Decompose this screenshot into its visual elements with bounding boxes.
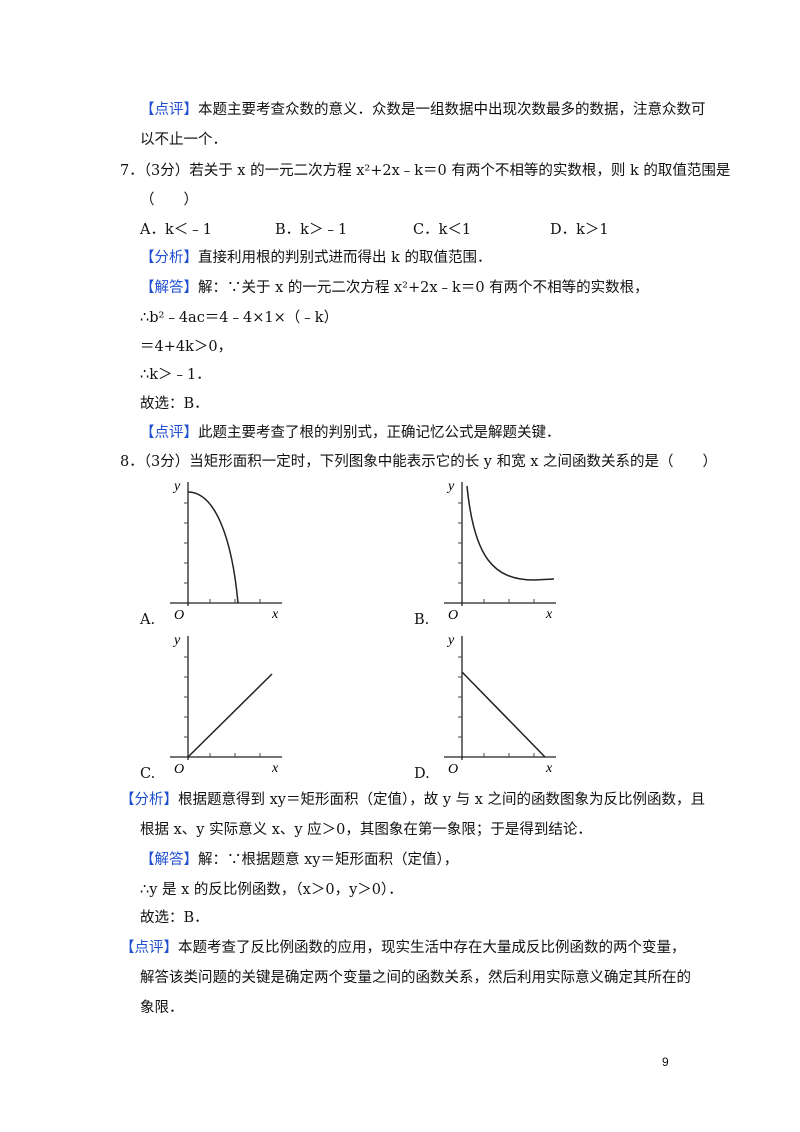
text-line: 8．（3分）当矩形面积一定时，下列图象中能表示它的长 y 和宽 x 之间函数关系… [120,452,717,472]
line-text: 解：∵关于 x 的一元二次方程 x²+2x﹣k＝0 有两个不相等的实数根， [198,280,649,296]
text-line: ＝4+4k＞0， [140,337,232,357]
x-axis-label: x [271,607,279,622]
line-text: 故选：B． [140,396,209,412]
line-text: 解：∵根据题意 xy＝矩形面积（定值）， [198,852,459,868]
line-text: 故选：B． [140,910,209,926]
section-label: 【分析】 [140,250,198,266]
graph-letter: B. [414,612,430,628]
origin-label: O [174,762,184,777]
line-text: 解答该类问题的关键是确定两个变量之间的函数关系，然后利用实际意义确定其所在的 [140,970,691,986]
text-line: 【解答】解：∵关于 x 的一元二次方程 x²+2x﹣k＝0 有两个不相等的实数根… [140,278,649,298]
text-line: 解答该类问题的关键是确定两个变量之间的函数关系，然后利用实际意义确定其所在的 [140,968,691,988]
text-line: ∴y 是 x 的反比例函数，（x＞0，y＞0）． [140,880,403,900]
text-line: 故选：B． [140,394,209,414]
text-line: 【点评】此题主要考查了根的判别式，正确记忆公式是解题关键． [140,423,561,443]
graph-letter: C. [140,766,156,782]
section-label: 【分析】 [120,792,178,808]
section-label: 【点评】 [120,940,178,956]
y-axis-label: y [446,633,455,648]
origin-label: O [174,608,184,623]
page-number: 9 [662,1055,669,1069]
text-line: 【分析】根据题意得到 xy＝矩形面积（定值），故 y 与 x 之间的函数图象为反… [120,790,705,810]
section-label: 【解答】 [140,280,198,296]
section-label: 【点评】 [140,425,198,441]
graph: y x O [170,633,282,777]
text-line: 象限． [140,998,184,1018]
x-axis-label: x [545,607,553,622]
x-axis-label: x [545,761,553,776]
text-line: 故选：B． [140,908,209,928]
line-text: 本题主要考查众数的意义．众数是一组数据中出现次数最多的数据，注意众数可 [198,102,706,118]
y-axis-label: y [172,479,181,494]
text-line: 7．（3分）若关于 x 的一元二次方程 x²+2x﹣k＝0 有两个不相等的实数根… [120,161,730,181]
line-text: 直接利用根的判别式进而得出 k 的取值范围． [198,250,492,266]
text-line: 以不止一个． [140,130,227,150]
option: C．k＜1 [413,222,472,238]
graph: y x O [444,479,556,623]
text-line: 【点评】本题考查了反比例函数的应用，现实生活中存在大量成反比例函数的两个变量， [120,938,686,958]
line-text: 根据题意得到 xy＝矩形面积（定值），故 y 与 x 之间的函数图象为反比例函数… [178,792,706,808]
line-text: 根据 x、y 实际意义 x、y 应＞0，其图象在第一象限；于是得到结论． [140,822,592,838]
x-axis-label: x [271,761,279,776]
line-text: （ ） [140,192,198,208]
line-text: ∴y 是 x 的反比例函数，（x＞0，y＞0）． [140,882,403,898]
origin-label: O [448,608,458,623]
text-line: ∴b²﹣4ac＝4﹣4×1×（﹣k） [140,308,338,328]
y-axis-label: y [172,633,181,648]
text-line: 【点评】本题主要考查众数的意义．众数是一组数据中出现次数最多的数据，注意众数可 [140,100,706,120]
line-text: 本题考查了反比例函数的应用，现实生活中存在大量成反比例函数的两个变量， [178,940,686,956]
text-line: 【分析】直接利用根的判别式进而得出 k 的取值范围． [140,248,492,268]
graph: y x O [444,633,556,777]
text-line: 【解答】解：∵根据题意 xy＝矩形面积（定值）， [140,850,458,870]
line-text: 此题主要考查了根的判别式，正确记忆公式是解题关键． [198,425,561,441]
option: D．k＞1 [550,222,609,238]
option: B．k＞﹣1 [275,222,348,238]
line-text: ∴k＞﹣1． [140,367,211,383]
section-label: 【解答】 [140,852,198,868]
line-text: ∴b²﹣4ac＝4﹣4×1×（﹣k） [140,310,339,326]
line-text: ＝4+4k＞0， [140,339,233,355]
origin-label: O [448,762,458,777]
graph-letter: A. [140,612,156,628]
line-text: 8．（3分）当矩形面积一定时，下列图象中能表示它的长 y 和宽 x 之间函数关系… [120,454,718,470]
y-axis-label: y [446,479,455,494]
text-line: （ ） [140,190,198,210]
graph-letter: D. [414,766,430,782]
line-text: 以不止一个． [140,132,227,148]
text-line: ∴k＞﹣1． [140,365,211,385]
line-text: 7．（3分）若关于 x 的一元二次方程 x²+2x﹣k＝0 有两个不相等的实数根… [120,163,731,179]
graph: y x O [170,479,282,623]
text-line: 根据 x、y 实际意义 x、y 应＞0，其图象在第一象限；于是得到结论． [140,820,592,840]
section-label: 【点评】 [140,102,198,118]
option: A．k＜﹣1 [140,222,212,238]
line-text: 象限． [140,1000,184,1016]
